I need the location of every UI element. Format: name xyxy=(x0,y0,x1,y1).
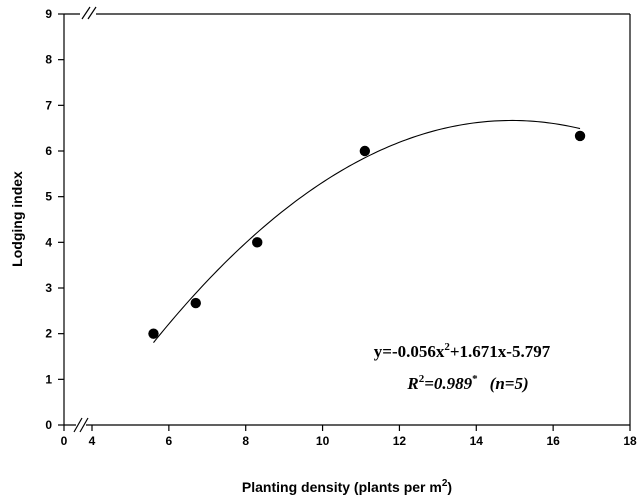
fit-equation: y=-0.056x2+1.671x-5.797 xyxy=(374,341,551,361)
y-tick-label: 2 xyxy=(45,327,52,341)
y-tick-label: 0 xyxy=(45,418,52,432)
data-point xyxy=(190,297,201,309)
y-axis-label: Lodging index xyxy=(9,171,25,267)
plot-frame xyxy=(63,13,631,426)
x-tick-label: 0 xyxy=(61,434,68,448)
x-axis-label-superscript: 2 xyxy=(442,478,448,489)
x-tick-label: 8 xyxy=(242,434,249,448)
x-axis-break xyxy=(73,417,89,433)
y-tick-label: 5 xyxy=(45,190,52,204)
y-axis-break xyxy=(80,6,97,20)
x-tick-label: 18 xyxy=(623,434,637,448)
y-tick-label: 7 xyxy=(45,98,52,112)
data-points xyxy=(148,130,586,339)
data-point xyxy=(574,130,586,142)
y-tick-label: 4 xyxy=(45,235,52,249)
x-tick-label: 16 xyxy=(546,434,560,448)
y-tick-label: 6 xyxy=(45,144,52,158)
x-tick-label: 10 xyxy=(316,434,330,448)
x-tick-label: 4 xyxy=(89,434,96,448)
y-tick-label: 3 xyxy=(45,281,52,295)
data-point xyxy=(359,145,371,157)
x-tick-label: 12 xyxy=(393,434,407,448)
r-squared-label: R2=0.989* (n=5) xyxy=(406,373,528,393)
x-axis-label: Planting density (plants per m2) xyxy=(242,478,452,495)
fit-curve xyxy=(153,119,581,343)
x-tick-label: 6 xyxy=(166,434,173,448)
data-point xyxy=(148,328,159,339)
y-tick-label: 1 xyxy=(45,372,52,386)
y-tick-label: 8 xyxy=(45,53,52,67)
data-point xyxy=(252,237,263,248)
x-tick-label: 14 xyxy=(470,434,484,448)
y-tick-label: 9 xyxy=(45,7,52,21)
